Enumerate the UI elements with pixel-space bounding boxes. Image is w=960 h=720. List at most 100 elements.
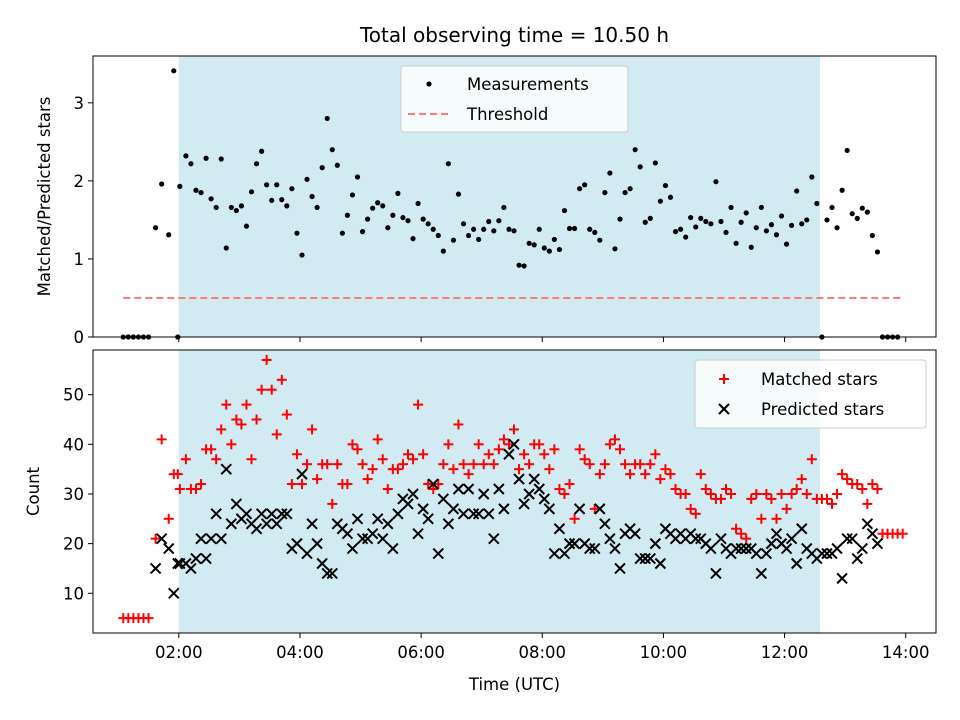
cross-b [654, 557, 667, 570]
predicted-star-point [589, 542, 601, 555]
measurement-point [597, 237, 603, 243]
cross-b [780, 542, 793, 555]
cross-b [523, 488, 535, 500]
cross-b [553, 523, 566, 535]
matched-star-point [372, 434, 383, 445]
cross-b [745, 542, 757, 555]
predicted-star-point [831, 542, 843, 555]
predicted-star-point [816, 547, 828, 560]
predicted-star-point [271, 518, 283, 530]
measurement-point [152, 225, 159, 231]
measurement-point [753, 225, 759, 231]
cross-b [422, 513, 434, 525]
predicted-star-point [442, 518, 455, 530]
bottom-y-axis-label: Count [24, 466, 43, 516]
cross-b [775, 537, 788, 550]
legend-marker-predicted [718, 403, 730, 415]
predicted-star-point [417, 503, 429, 515]
predicted-star-point [765, 537, 778, 550]
predicted-star-point [508, 438, 520, 451]
matched-star-point [488, 459, 499, 470]
measurement-point [395, 190, 401, 196]
cross-b [629, 527, 641, 540]
cross-b [351, 513, 364, 525]
cross-b [538, 493, 550, 505]
matched-star-point [746, 493, 757, 504]
matched-star-point [211, 454, 222, 465]
measurement-point [193, 187, 199, 193]
measurement-point [849, 211, 855, 217]
cross-b [498, 503, 510, 515]
predicted-star-point [265, 508, 278, 520]
measurement-point [218, 156, 224, 162]
x-tick-label: 12:00 [761, 643, 809, 662]
measurement-point [612, 246, 618, 252]
cross-b [467, 508, 480, 520]
cross-b [836, 572, 848, 585]
predicted-star-point [796, 523, 808, 535]
predicted-star-point [422, 513, 434, 525]
measurement-point [471, 226, 477, 232]
matched-star-point [423, 479, 434, 490]
predicted-star-point [371, 513, 384, 525]
measurement-point [652, 160, 658, 166]
matched-star-point [564, 479, 575, 490]
matched-star-point [640, 469, 651, 480]
predicted-star-point [478, 488, 490, 500]
matched-star-point [458, 459, 469, 470]
measurement-point [566, 225, 573, 232]
matched-star-point [172, 469, 183, 480]
matched-star-point [721, 484, 732, 495]
measurement-point [380, 203, 386, 209]
matched-star-point [650, 449, 661, 460]
top-panel: 0 1 2 3 Total observing time = 10.50 h Matc… [35, 23, 937, 347]
matched-star-point [276, 374, 287, 385]
x-tick-label: 14:00 [882, 643, 930, 662]
matched-star-point [680, 488, 691, 499]
predicted-star-point [195, 532, 207, 545]
cross-b [755, 567, 768, 580]
cross-b [599, 518, 611, 530]
measurement-point [683, 234, 689, 240]
cross-b [210, 508, 222, 520]
legend-plus [719, 374, 729, 384]
predicted-star-point [493, 483, 505, 495]
predicted-star-point [452, 483, 465, 495]
measurement-point [546, 248, 552, 254]
predicted-star-point [498, 503, 510, 515]
bottom-y-ticks: 10 20 30 40 50 [63, 386, 93, 603]
top-legend: Measurements Threshold [400, 65, 629, 133]
measurement-point [370, 205, 376, 211]
x-tick-label: 02:00 [155, 643, 203, 662]
predicted-star-point [740, 542, 752, 555]
cross-b [341, 527, 354, 540]
cross-b [503, 448, 515, 460]
measurement-point [455, 191, 462, 197]
predicted-star-point [225, 518, 238, 530]
predicted-star-point [735, 542, 747, 555]
predicted-star-point [750, 547, 763, 560]
cross-b [205, 532, 217, 545]
matched-star-point [483, 449, 494, 460]
predicted-star-point [836, 572, 848, 585]
matched-star-point [761, 488, 772, 499]
measurement-point [642, 219, 648, 225]
matched-star-point [256, 384, 267, 395]
measurement-point [758, 204, 764, 211]
measurement-point [703, 218, 709, 225]
matched-star-point [322, 459, 333, 470]
cross-b [614, 562, 626, 575]
cross-b [659, 523, 672, 535]
cross-b [594, 503, 606, 515]
predicted-star-point [609, 542, 621, 555]
predicted-star-point [432, 547, 444, 560]
matched-star-point [635, 459, 646, 470]
cross-b [472, 508, 485, 520]
measurement-point [809, 174, 815, 180]
predicted-star-point [392, 508, 404, 520]
cross-b [149, 562, 162, 575]
predicted-star-point [533, 483, 545, 495]
predicted-star-point [634, 552, 646, 565]
measurement-point [410, 236, 416, 242]
predicted-star-point [785, 532, 798, 545]
